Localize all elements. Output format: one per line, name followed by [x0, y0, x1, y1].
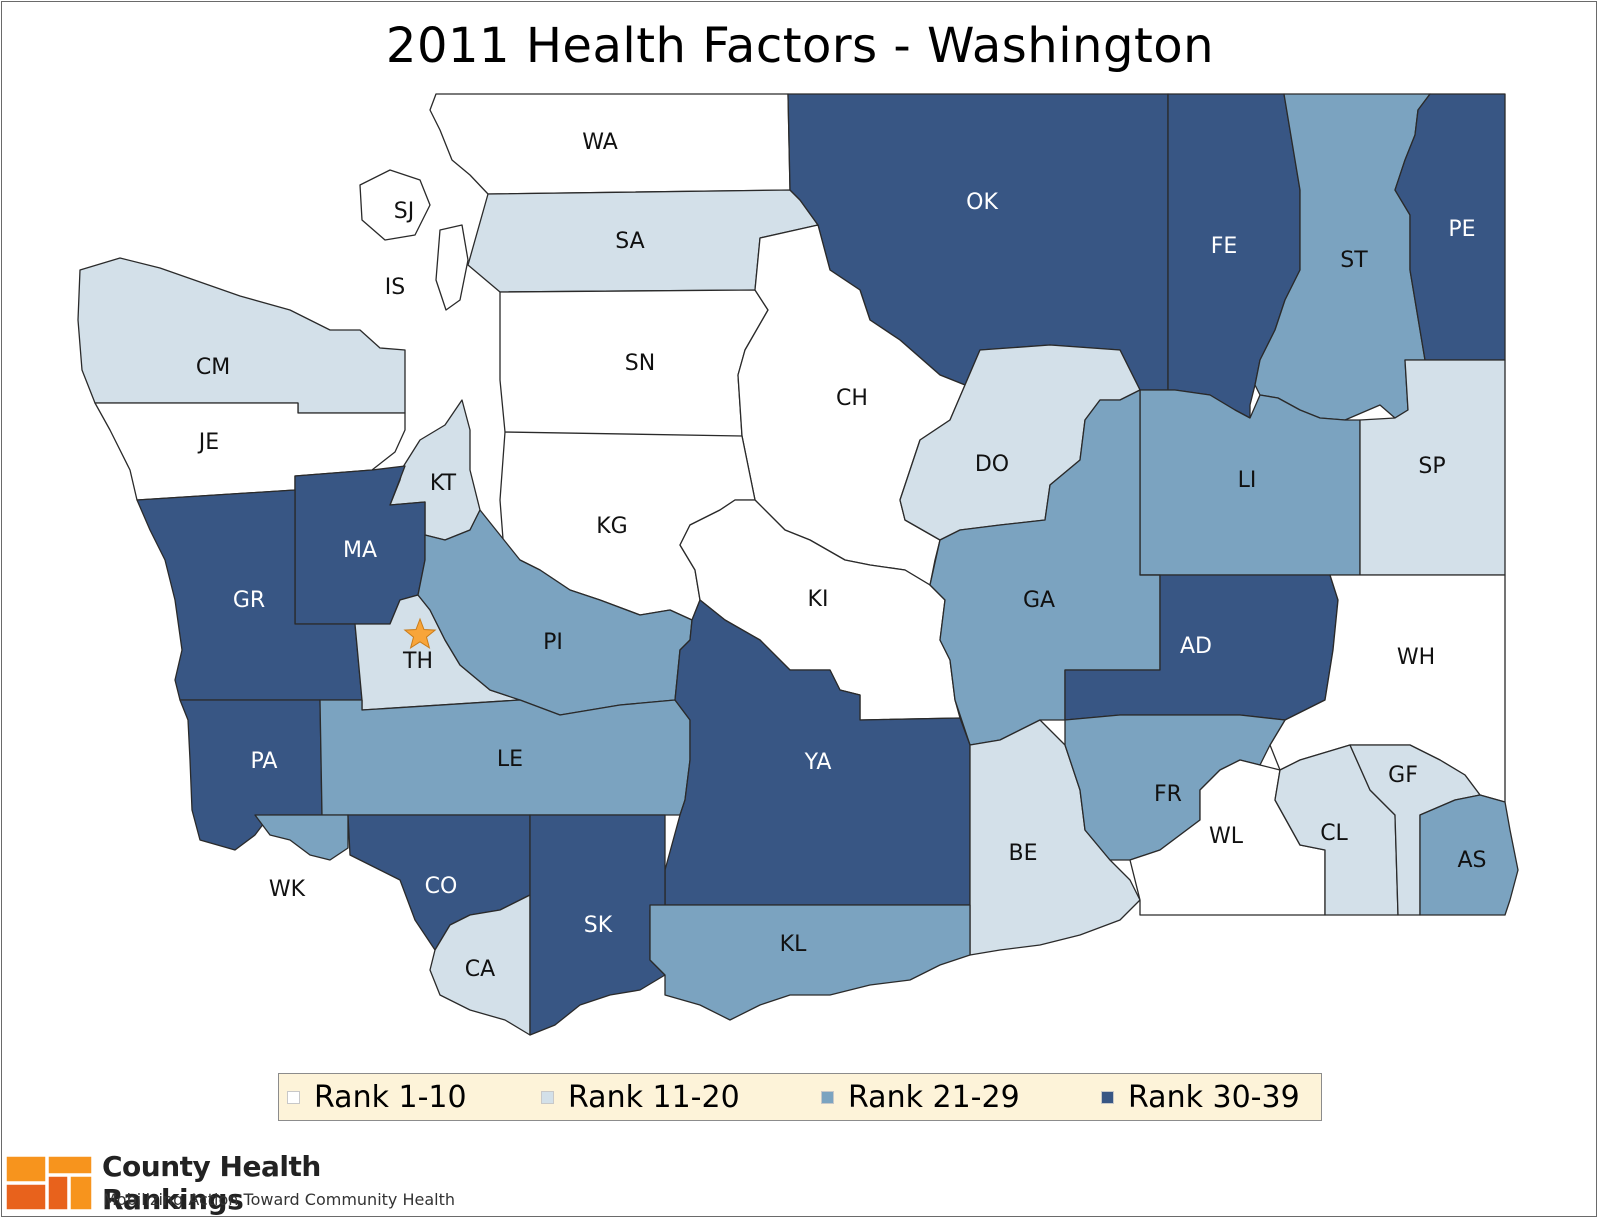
- county-label-is: IS: [385, 275, 405, 300]
- county-label-ad: AD: [1180, 634, 1212, 659]
- county-as: [1419, 794, 1519, 916]
- county-label-th: TH: [402, 649, 433, 674]
- county-label-gf: GF: [1388, 763, 1418, 788]
- county-label-cm: CM: [196, 355, 230, 380]
- legend-item-4: Rank 30-39: [1101, 1074, 1300, 1120]
- brand-footer: County Health Rankings Mobilizing Action…: [6, 1146, 466, 1216]
- county-ya: [664, 599, 971, 906]
- county-label-ok: OK: [966, 190, 998, 215]
- county-is: [435, 224, 469, 311]
- legend-swatch: [541, 1090, 554, 1104]
- county-label-do: DO: [975, 452, 1009, 477]
- county-label-fe: FE: [1211, 234, 1238, 259]
- legend-label: Rank 21-29: [848, 1079, 1020, 1115]
- star-icon: [403, 617, 437, 650]
- county-label-fr: FR: [1154, 782, 1182, 807]
- county-label-st: ST: [1340, 248, 1368, 273]
- county-label-ya: YA: [804, 750, 832, 775]
- county-label-wh: WH: [1397, 645, 1435, 670]
- legend-swatch: [821, 1090, 834, 1104]
- county-pe: [1394, 93, 1506, 361]
- county-label-kl: KL: [780, 932, 807, 957]
- county-label-sp: SP: [1418, 454, 1445, 479]
- legend-swatch: [287, 1090, 300, 1104]
- county-be: [969, 719, 1141, 956]
- county-label-sn: SN: [625, 351, 655, 376]
- county-label-ca: CA: [465, 957, 495, 982]
- county-label-ga: GA: [1023, 588, 1055, 613]
- legend-swatch: [1101, 1090, 1114, 1104]
- county-sk: [529, 814, 666, 1036]
- county-label-be: BE: [1009, 841, 1038, 866]
- county-label-kg: KG: [596, 514, 627, 539]
- county-label-sk: SK: [584, 913, 613, 938]
- county-sj: [359, 169, 431, 241]
- county-label-gr: GR: [233, 588, 265, 613]
- county-label-pe: PE: [1448, 217, 1475, 242]
- county-label-as: AS: [1457, 848, 1486, 873]
- county-label-wl: WL: [1209, 824, 1244, 849]
- legend-item-3: Rank 21-29: [821, 1074, 1020, 1120]
- legend: Rank 1-10 Rank 11-20 Rank 21-29 Rank 30-39: [278, 1073, 1322, 1121]
- county-label-je: JE: [197, 430, 219, 455]
- county-label-le: LE: [497, 747, 523, 772]
- county-label-pi: PI: [543, 630, 563, 655]
- brand-tagline: Mobilizing Action Toward Community Healt…: [103, 1190, 456, 1209]
- county-label-wa: WA: [582, 130, 618, 155]
- county-label-pa: PA: [251, 749, 278, 774]
- map-title: 2011 Health Factors - Washington: [385, 18, 1215, 74]
- county-label-wk: WK: [269, 877, 306, 902]
- county-label-ch: CH: [836, 386, 868, 411]
- washington-county-map: WA SJ IS SA OK FE ST PE CM JE SN CH DO LI SP KT KG MA GR TH…: [77, 93, 1519, 1036]
- legend-label: Rank 30-39: [1128, 1079, 1300, 1115]
- county-wk: [254, 814, 349, 861]
- county-label-li: LI: [1238, 468, 1257, 493]
- brand-name: County Health Rankings: [102, 1150, 321, 1216]
- county-label-co: CO: [425, 874, 458, 899]
- legend-label: Rank 1-10: [314, 1079, 467, 1115]
- county-health-rankings-logo-icon: [6, 1155, 93, 1211]
- county-label-kt: KT: [430, 471, 457, 496]
- county-label-ki: KI: [808, 587, 829, 612]
- county-label-ma: MA: [343, 538, 377, 563]
- legend-label: Rank 11-20: [568, 1079, 740, 1115]
- county-label-sa: SA: [615, 229, 644, 254]
- county-kl: [649, 904, 971, 1021]
- legend-item-1: Rank 1-10: [287, 1074, 467, 1120]
- county-cm: [77, 257, 406, 414]
- county-label-cl: CL: [1320, 821, 1348, 846]
- county-gr: [136, 489, 363, 701]
- legend-item-2: Rank 11-20: [541, 1074, 740, 1120]
- county-label-sj: SJ: [394, 199, 414, 224]
